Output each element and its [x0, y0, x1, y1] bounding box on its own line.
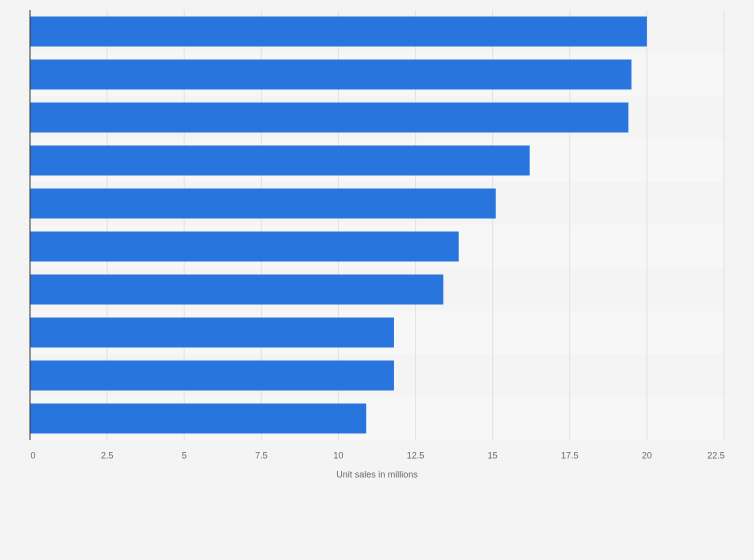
x-tick-label: 5 — [182, 450, 187, 460]
x-tick-label: 2.5 — [101, 450, 114, 460]
x-tick-label: 12.5 — [407, 450, 425, 460]
bar — [30, 145, 530, 176]
bar — [30, 274, 444, 305]
bar — [30, 188, 496, 219]
bar — [30, 231, 459, 262]
x-tick-label: 0 — [30, 450, 35, 460]
bar — [30, 360, 394, 391]
x-tick-label: 20 — [642, 450, 652, 460]
x-tick-label: 17.5 — [561, 450, 579, 460]
bar — [30, 317, 394, 348]
x-tick-label: 10 — [333, 450, 343, 460]
x-tick-label: 22.5 — [707, 450, 725, 460]
bar — [30, 16, 647, 47]
bar — [30, 403, 367, 434]
bar — [30, 102, 629, 133]
x-tick-label: 15 — [488, 450, 498, 460]
x-axis-label: Unit sales in millions — [336, 469, 418, 479]
bar — [30, 59, 632, 90]
x-tick-label: 7.5 — [255, 450, 268, 460]
